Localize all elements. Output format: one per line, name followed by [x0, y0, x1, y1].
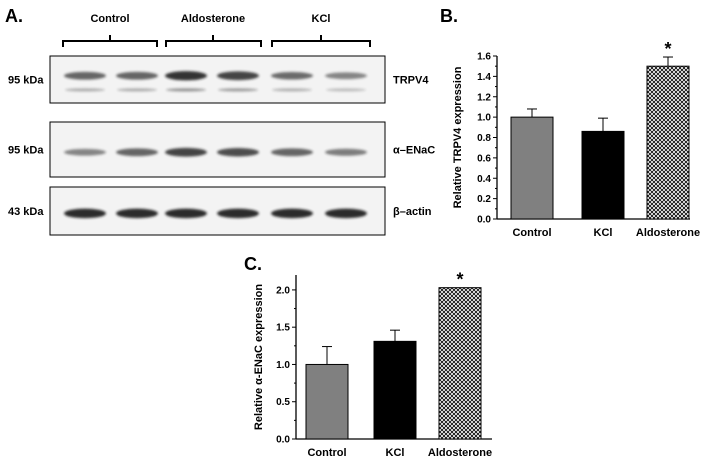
bar-aldosterone	[646, 65, 690, 220]
blot-band	[165, 71, 207, 81]
blot-band	[64, 71, 106, 80]
blot-2: 95 kDa α–ENaC	[8, 121, 435, 178]
y-tick-label: 0.0	[477, 215, 491, 226]
bar-aldosterone	[438, 287, 482, 440]
bar-kcl	[373, 340, 417, 440]
blot-band-faint	[272, 88, 312, 92]
x-tick-label: KCl	[594, 227, 613, 239]
y-tick-label: 0.0	[276, 435, 290, 446]
blot-band-faint	[65, 88, 105, 92]
blot-band	[271, 148, 313, 157]
bracket-kcl	[271, 35, 371, 47]
chart-b: 0.0 0.2 0.4 0.6 0.8 1.0 1.2 1.4 1.6 Relative TRPV…	[452, 39, 700, 239]
blot-band-faint	[326, 88, 366, 92]
blot-band	[116, 148, 158, 157]
blot-1: 95 kDa TRPV4	[8, 55, 429, 104]
blot-kda-label: 95 kDa	[8, 75, 44, 87]
blot-frame	[49, 121, 386, 178]
blot-band	[325, 208, 367, 219]
blot-frame	[49, 55, 386, 104]
y-tick-label: 1.2	[477, 92, 491, 103]
blot-band	[217, 208, 259, 219]
blot-protein-label: β–actin	[393, 206, 432, 218]
y-tick-label: 2.0	[276, 285, 290, 296]
blot-band	[64, 148, 106, 156]
x-tick-label: Control	[512, 227, 551, 239]
blot-band-faint	[117, 88, 157, 92]
blot-band	[325, 72, 367, 80]
x-tick-label: Aldosterone	[428, 447, 492, 459]
bar-control	[305, 363, 349, 440]
chart-c: 0.0 0.5 1.0 1.5 2.0 Relative α-ENaC expressio…	[253, 270, 492, 459]
blot-protein-label: α–ENaC	[393, 145, 435, 157]
blot-band-faint	[218, 88, 258, 92]
y-tick-label: 0.4	[477, 174, 491, 185]
blot-band	[217, 71, 259, 81]
bracket-control	[62, 35, 158, 47]
panel-a-letter: A.	[5, 6, 23, 26]
y-axis-label: Relative TRPV4 expression	[452, 66, 464, 208]
group-label-kcl: KCl	[312, 13, 331, 25]
x-tick-label: KCl	[386, 447, 405, 459]
blot-3: 43 kDa β–actin	[8, 186, 432, 236]
blot-band	[165, 147, 207, 157]
y-tick-label: 0.8	[477, 133, 491, 144]
y-tick-label: 0.6	[477, 153, 491, 164]
bracket-aldosterone	[165, 35, 262, 47]
significance-marker: *	[456, 270, 463, 290]
blot-band	[271, 71, 313, 80]
group-brackets	[62, 35, 371, 47]
blot-kda-label: 95 kDa	[8, 145, 44, 157]
y-tick-label: 1.0	[276, 360, 290, 371]
x-tick-label: Control	[307, 447, 346, 459]
y-tick-label: 0.2	[477, 194, 491, 205]
blot-protein-label: TRPV4	[393, 75, 429, 87]
y-tick-label: 0.5	[276, 397, 290, 408]
blot-band	[217, 148, 259, 157]
western-blots: 95 kDa TRPV4 95 kDa α–ENaC 43 kDa β–actin	[8, 55, 435, 236]
group-label-aldosterone: Aldosterone	[181, 13, 245, 25]
blot-band	[116, 208, 158, 219]
blot-band	[116, 71, 158, 80]
panel-b-letter: B.	[440, 6, 458, 26]
x-tick-label: Aldosterone	[636, 227, 700, 239]
bar-kcl	[581, 130, 625, 220]
blot-band	[165, 208, 207, 219]
y-axis-label: Relative α-ENaC expression	[253, 284, 265, 430]
y-tick-label: 1.4	[477, 72, 491, 83]
y-tick-label: 1.5	[276, 323, 290, 334]
blot-band	[325, 148, 367, 156]
group-label-control: Control	[90, 13, 129, 25]
y-tick-label: 1.6	[477, 52, 491, 63]
blot-band	[271, 208, 313, 219]
blot-band	[64, 208, 106, 219]
y-tick-label: 1.0	[477, 113, 491, 124]
panel-c-letter: C.	[244, 254, 262, 274]
blot-kda-label: 43 kDa	[8, 206, 44, 218]
significance-marker: *	[664, 39, 671, 59]
bar-control	[510, 116, 554, 220]
blot-band-faint	[166, 88, 206, 92]
